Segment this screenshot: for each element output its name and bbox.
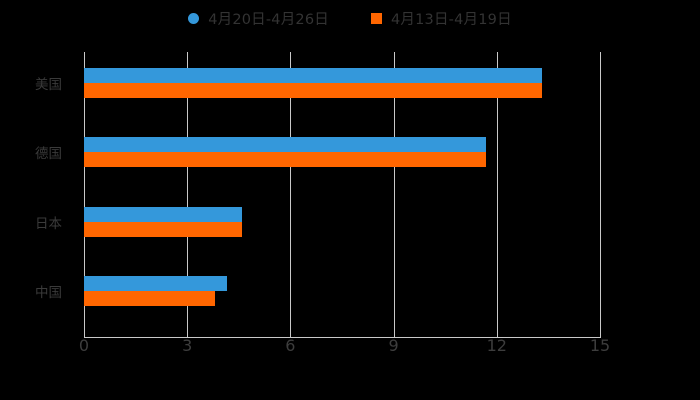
x-gridline (187, 52, 189, 330)
y-axis-category-labels: 美国 德国 日本 中国 (0, 0, 72, 400)
x-tick-mark (187, 330, 189, 337)
legend-circle-marker-icon (188, 12, 200, 24)
y-axis-category-label: 日本 (35, 215, 62, 232)
x-tick-label: 0 (78, 336, 90, 355)
bar-series-2[interactable] (84, 82, 542, 98)
chart-legend: 4月20日-4月26日 4月13日-4月19日 (0, 4, 700, 32)
x-gridline (84, 52, 85, 330)
x-tick-label: 12 (486, 336, 507, 355)
x-tick-mark (393, 330, 395, 337)
x-tick-label: 3 (182, 336, 193, 355)
bar-series-2[interactable] (84, 152, 487, 168)
x-tick-mark (290, 330, 292, 337)
legend-entry-series-1[interactable]: 4月20日-4月26日 (188, 8, 329, 29)
x-gridline (496, 52, 498, 330)
bar-series-2[interactable] (84, 291, 215, 307)
x-tick-label: 15 (589, 336, 611, 355)
bar-series-1[interactable] (84, 206, 243, 222)
x-gridline (290, 52, 292, 330)
x-axis-line (84, 337, 601, 338)
bar-series-2[interactable] (84, 221, 243, 237)
legend-label-series-2: 4月13日-4月19日 (391, 11, 512, 28)
x-tick-mark (84, 330, 85, 337)
y-axis-category-label: 德国 (35, 146, 62, 163)
y-axis-category-label: 中国 (35, 285, 62, 302)
legend-label-series-1: 4月20日-4月26日 (208, 11, 329, 28)
x-tick-mark (496, 330, 498, 337)
x-gridline (393, 52, 395, 330)
legend-square-marker-icon (371, 12, 382, 24)
x-tick-label: 6 (285, 336, 296, 355)
bar-series-1[interactable] (84, 276, 227, 292)
x-tick-mark (600, 330, 601, 337)
bar-series-1[interactable] (84, 67, 542, 83)
x-tick-label: 9 (388, 336, 399, 355)
x-gridline (600, 52, 601, 330)
legend-entry-series-2[interactable]: 4月13日-4月19日 (371, 8, 512, 29)
bar-series-1[interactable] (84, 137, 487, 153)
y-axis-category-label: 美国 (35, 76, 62, 93)
plot-area (84, 52, 601, 337)
